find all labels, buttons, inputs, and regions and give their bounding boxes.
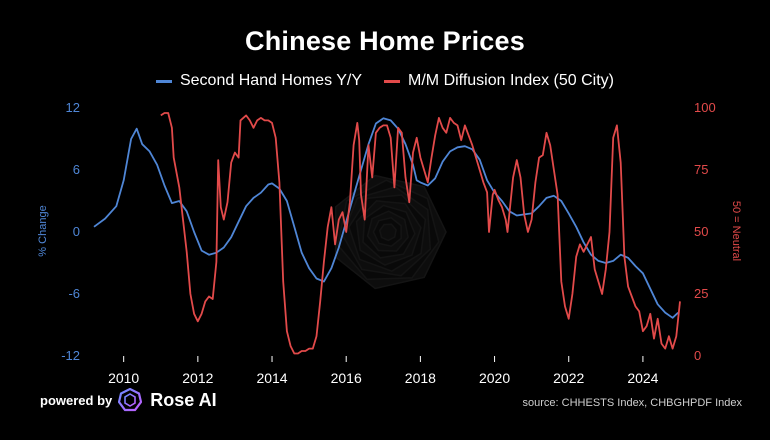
right-tick-label: 25: [694, 286, 708, 301]
left-axis-label: % Change: [37, 205, 49, 256]
right-tick-label: 100: [694, 100, 716, 115]
right-tick-label: 0: [694, 348, 701, 363]
x-tick-label: 2024: [627, 370, 658, 386]
legend-item-second-hand: Second Hand Homes Y/Y: [155, 72, 363, 90]
x-axis-ticks: 2010 2012 2014 2016 2018 2020 2022 2024: [108, 356, 659, 386]
legend-label-second-hand: Second Hand Homes Y/Y: [179, 72, 363, 89]
watermark-ring: [372, 216, 402, 248]
left-tick-label: 0: [73, 224, 80, 239]
brand-name: Rose AI: [150, 389, 217, 410]
x-tick-label: 2010: [108, 370, 139, 386]
source-note: source: CHHESTS Index, CHBGHPDF Index: [522, 397, 742, 409]
legend-item-diffusion: M/M Diffusion Index (50 City): [384, 72, 614, 90]
powered-by-text: powered by: [40, 392, 113, 408]
watermark-ring: [355, 200, 422, 266]
x-tick-label: 2020: [479, 370, 510, 386]
watermark-ring: [366, 210, 409, 252]
watermark-ring: [362, 204, 416, 259]
left-tick-label: 6: [73, 162, 80, 177]
legend-swatch-red: [384, 79, 401, 83]
right-tick-label: 50: [694, 224, 708, 239]
x-tick-label: 2012: [182, 370, 213, 386]
right-axis-label: 50 = Neutral: [730, 201, 742, 261]
x-tick-label: 2018: [405, 370, 436, 386]
series-lines: [93, 112, 681, 355]
rose-ai-logo-icon: [118, 388, 143, 412]
watermark-ring: [348, 194, 427, 273]
left-tick-label: 12: [66, 100, 80, 115]
x-tick-label: 2014: [256, 370, 287, 386]
chart-legend: Second Hand Homes Y/Y M/M Diffusion Inde…: [0, 72, 770, 90]
right-tick-label: 75: [694, 162, 708, 177]
series-line-diffusion: [160, 112, 681, 355]
watermark-ring: [378, 223, 397, 242]
legend-label-diffusion: M/M Diffusion Index (50 City): [408, 72, 615, 89]
chart-title: Chinese Home Prices: [245, 26, 525, 56]
x-tick-label: 2022: [553, 370, 584, 386]
series-line-second-hand: [93, 117, 679, 319]
x-tick-label: 2016: [331, 370, 362, 386]
watermark-logo: [334, 174, 447, 290]
right-axis-ticks: 100 75 50 25 0: [694, 100, 716, 363]
left-tick-label: -6: [68, 286, 80, 301]
left-axis-ticks: 12 6 0 -6 -12: [61, 100, 80, 363]
watermark-ring: [334, 174, 447, 290]
rose-ai-branding[interactable]: powered by Rose AI: [40, 388, 217, 412]
left-tick-label: -12: [61, 348, 80, 363]
legend-swatch-blue: [155, 79, 172, 83]
